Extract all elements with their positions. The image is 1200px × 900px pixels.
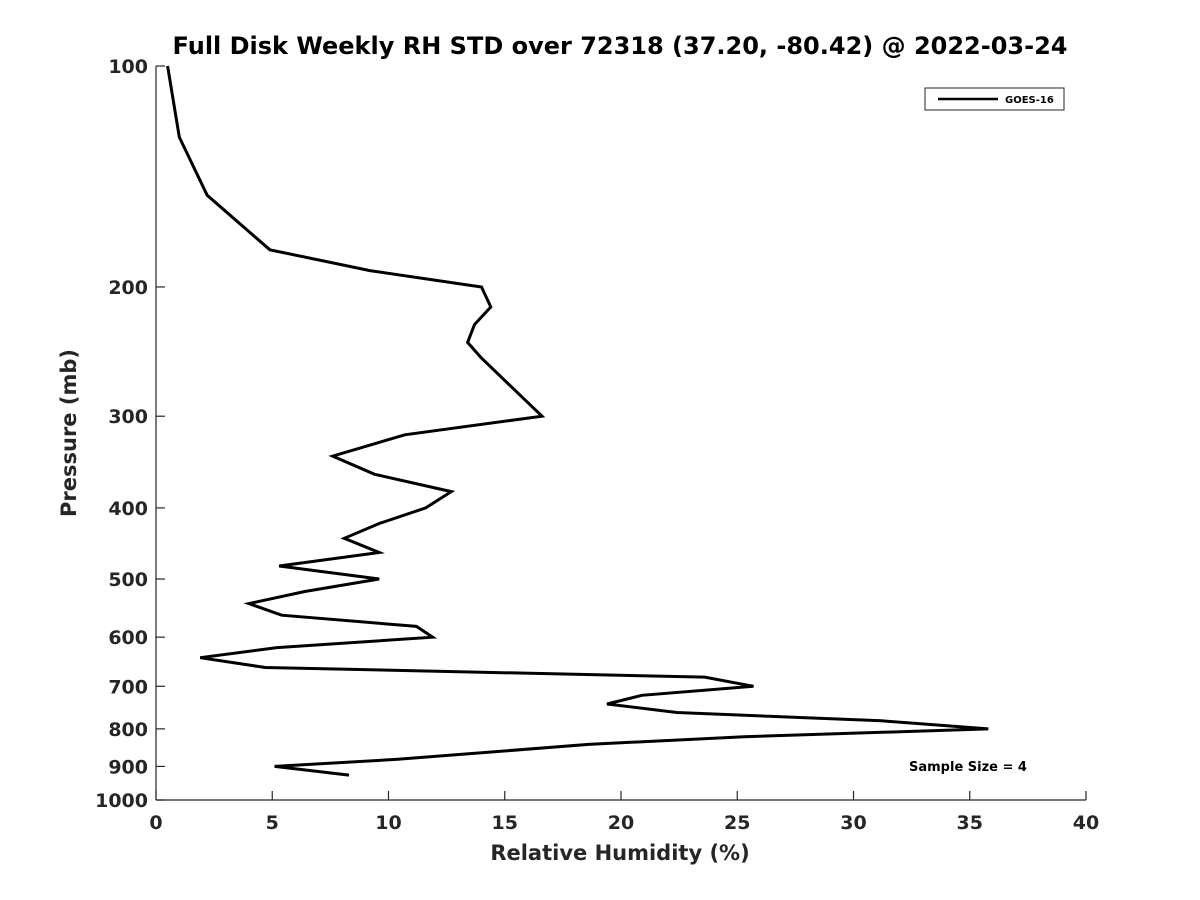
y-tick-label: 500 bbox=[108, 569, 148, 591]
legend-label: GOES-16 bbox=[1005, 95, 1054, 106]
x-tick-label: 15 bbox=[492, 812, 518, 834]
y-tick-label: 200 bbox=[108, 277, 148, 299]
y-tick-label: 800 bbox=[108, 719, 148, 741]
x-tick-label: 20 bbox=[608, 812, 634, 834]
x-tick-label: 30 bbox=[840, 812, 866, 834]
series-line-goes-16 bbox=[166, 65, 989, 777]
y-tick-label: 300 bbox=[108, 406, 148, 428]
y-tick-label: 1000 bbox=[95, 790, 148, 812]
x-tick-label: 35 bbox=[957, 812, 983, 834]
x-tick-label: 10 bbox=[375, 812, 401, 834]
x-tick-label: 0 bbox=[149, 812, 162, 834]
x-tick-label: 5 bbox=[266, 812, 279, 834]
sample-size-annotation: Sample Size = 4 bbox=[909, 760, 1027, 775]
y-tick-label: 100 bbox=[108, 56, 148, 78]
series-layer bbox=[166, 65, 989, 777]
y-tick-label: 600 bbox=[108, 627, 148, 649]
chart-title: Full Disk Weekly RH STD over 72318 (37.2… bbox=[173, 32, 1068, 60]
y-tick-label: 900 bbox=[108, 756, 148, 778]
y-tick-label: 400 bbox=[108, 498, 148, 520]
legend: GOES-16 bbox=[924, 87, 1065, 111]
y-tick-label: 700 bbox=[108, 676, 148, 698]
y-axis-label: Pressure (mb) bbox=[57, 349, 81, 517]
axes: 0 5 10 15 20 25 30 35 40 100 200 300 400 500 600 700 800… bbox=[95, 56, 1099, 834]
x-axis-label: Relative Humidity (%) bbox=[490, 841, 749, 865]
x-tick-label: 25 bbox=[724, 812, 750, 834]
x-tick-label: 40 bbox=[1073, 812, 1099, 834]
